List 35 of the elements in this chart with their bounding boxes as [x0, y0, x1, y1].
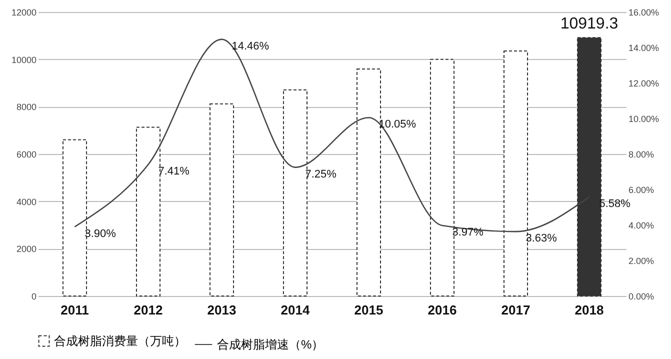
x-tick-label: 2016 [428, 302, 457, 318]
data-label: 3.63% [526, 232, 558, 245]
bar [209, 103, 234, 296]
x-tick-label: 2014 [280, 302, 310, 318]
y-tick-label: 6000 [16, 150, 36, 160]
data-label: 7.41% [158, 165, 190, 178]
y2-tick-label: 14.00% [628, 43, 660, 53]
x-tick-label: 2018 [574, 302, 604, 318]
y2-tick-label: 6.00% [628, 185, 654, 195]
legend-label: 合成树脂增速（%） [217, 338, 324, 352]
y2-tick-label: 8.00% [628, 150, 654, 160]
bar [356, 68, 382, 296]
x-tick-label: 2012 [134, 302, 163, 318]
x-tick-label: 2013 [207, 302, 236, 318]
data-label: 14.46% [232, 40, 270, 52]
y-tick-label: 0 [31, 292, 36, 302]
data-label: 7.25% [305, 168, 337, 180]
legend-label: 合成树脂消费量（万吨） [54, 334, 186, 348]
data-label: 3.97% [452, 226, 484, 239]
y-tick-label: 10000 [11, 54, 36, 65]
y2-tick-label: 0.00% [628, 292, 654, 302]
x-tick-label: 2011 [60, 302, 89, 318]
y-tick-label: 2000 [16, 244, 36, 254]
data-label: 10919.3 [560, 16, 618, 33]
x-tick-label: 2015 [354, 302, 384, 318]
y2-tick-label: 2.00% [628, 256, 654, 266]
y-tick-label: 8000 [16, 102, 36, 112]
y2-tick-label: 10.00% [628, 114, 660, 124]
y-tick-label: 12000 [11, 8, 36, 18]
y2-tick-label: 16.00% [628, 8, 660, 18]
y-tick-label: 4000 [16, 196, 36, 207]
y2-tick-label: 12.00% [628, 78, 660, 88]
x-tick-label: 2017 [501, 302, 530, 318]
y2-tick-label: 4.00% [628, 220, 654, 230]
data-label: 3.90% [84, 228, 116, 240]
